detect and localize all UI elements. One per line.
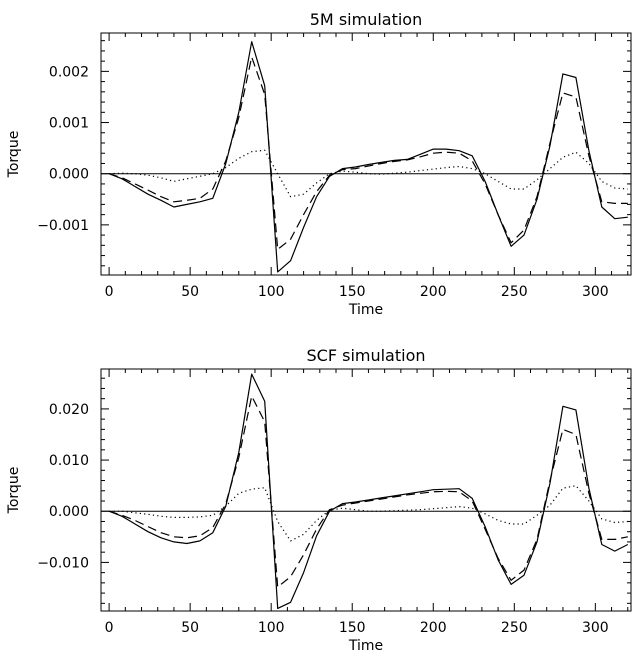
y-tick-label: 0.001	[49, 116, 89, 132]
plot-frame	[100, 32, 632, 276]
x-tick-label: 200	[420, 620, 447, 636]
x-tick-label: 250	[501, 284, 528, 300]
x-tick-label: 50	[181, 620, 199, 636]
x-tick-label: 50	[181, 284, 199, 300]
panel-scf-simulation: SCF simulation 0 50 100 150 200 250 300 −0.010 0.…	[6, 346, 632, 654]
plot-frame	[100, 368, 632, 612]
chart-title: 5M simulation	[310, 10, 422, 29]
series-line-dotted	[109, 149, 628, 198]
x-tick-label: 300	[582, 620, 609, 636]
y-tick-label: 0.000	[49, 167, 89, 183]
x-tick-label: 200	[420, 284, 447, 300]
series-line-dashed	[108, 395, 628, 588]
series-line-solid	[108, 41, 628, 273]
y-tick-label: 0.002	[49, 64, 89, 80]
x-tick-label: 150	[339, 284, 366, 300]
y-tick-label: −0.010	[37, 555, 89, 571]
y-tick-label: 0.020	[49, 402, 89, 418]
y-axis-label: Torque	[6, 467, 22, 515]
panel-5m-simulation: 5M simulation 0 50 100 150 200 250 300 −0.001 0.0…	[6, 10, 632, 318]
y-axis-label: Torque	[6, 131, 22, 179]
chart-title: SCF simulation	[306, 346, 425, 365]
x-tick-label: 100	[258, 284, 285, 300]
series-line-dotted	[109, 485, 628, 542]
y-tick-label: 0.000	[49, 504, 89, 520]
x-tick-label: 0	[105, 284, 114, 300]
x-tick-label: 100	[258, 620, 285, 636]
y-tick-label: −0.001	[37, 218, 89, 234]
x-axis-label: Time	[348, 302, 383, 318]
x-axis-label: Time	[348, 638, 383, 654]
x-tick-label: 0	[105, 620, 114, 636]
series-line-dashed	[108, 56, 628, 250]
series-line-solid	[108, 373, 629, 610]
x-tick-label: 300	[582, 284, 609, 300]
x-tick-label: 250	[501, 620, 528, 636]
y-tick-label: 0.010	[49, 453, 89, 469]
x-tick-label: 150	[339, 620, 366, 636]
